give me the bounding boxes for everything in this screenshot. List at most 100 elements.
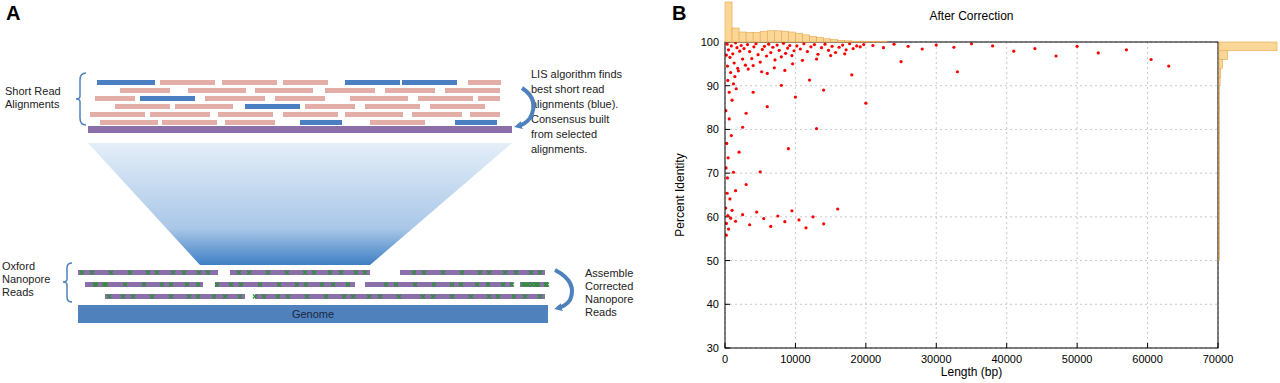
point	[786, 47, 789, 50]
point	[766, 72, 769, 75]
histogram-bar	[1219, 243, 1221, 252]
histogram-bar	[1219, 94, 1221, 103]
short-read	[160, 80, 215, 85]
short-read	[300, 120, 342, 125]
histogram-bar	[1219, 86, 1221, 95]
point	[757, 53, 760, 56]
nanopore-read	[395, 294, 545, 299]
point	[1033, 47, 1036, 50]
point	[790, 54, 793, 57]
error-mark	[487, 271, 491, 275]
error-mark	[450, 283, 454, 287]
short-read-label: Short Read	[5, 85, 61, 97]
tick	[725, 85, 730, 86]
error-mark	[121, 295, 125, 299]
plot-area	[725, 42, 1218, 348]
zoom-fan	[88, 143, 512, 265]
error-mark	[286, 295, 290, 299]
point	[752, 45, 755, 48]
error-mark	[523, 295, 527, 299]
error-mark	[397, 295, 401, 299]
tick-label: 60	[707, 211, 719, 223]
point	[794, 95, 797, 98]
point	[788, 44, 791, 47]
error-mark	[538, 271, 542, 275]
point	[752, 91, 755, 94]
point	[815, 57, 818, 60]
grid-line	[725, 260, 1218, 261]
tick	[725, 173, 730, 174]
tick-label: 40	[707, 298, 719, 310]
point	[729, 217, 732, 220]
short-read	[275, 96, 325, 101]
point	[783, 220, 786, 223]
short-read	[97, 80, 155, 85]
point	[748, 223, 751, 226]
error-mark	[320, 283, 324, 287]
point	[726, 79, 729, 82]
point	[822, 222, 825, 225]
error-mark	[460, 271, 464, 275]
point	[783, 69, 786, 72]
point	[802, 42, 805, 45]
error-mark	[367, 295, 371, 299]
short-read	[245, 104, 300, 109]
histogram-bar	[753, 32, 760, 42]
point	[822, 88, 825, 91]
point	[778, 49, 781, 52]
nanopore-read	[105, 294, 245, 299]
error-mark	[324, 295, 328, 299]
nanopore-read	[520, 282, 548, 287]
brace	[76, 73, 86, 125]
tick-label: 90	[707, 80, 719, 92]
histogram-bar	[908, 42, 915, 43]
short-read	[100, 120, 158, 125]
histogram-bar	[774, 31, 781, 42]
point	[799, 47, 802, 50]
point	[790, 209, 793, 212]
tick-label: 70000	[1203, 353, 1234, 365]
point	[732, 82, 735, 85]
histogram-bar	[1219, 121, 1221, 130]
histogram-bar	[1219, 217, 1221, 226]
short-read	[412, 112, 462, 117]
histogram-bar	[781, 31, 788, 42]
point	[809, 45, 812, 48]
histogram-bar	[817, 38, 824, 42]
figure: AShort ReadAlignmentsLIS algorithm finds…	[0, 0, 1280, 383]
point	[811, 215, 814, 218]
error-mark	[441, 271, 445, 275]
point	[823, 43, 826, 46]
point	[801, 59, 804, 62]
histogram-bar	[739, 32, 746, 42]
error-mark	[412, 271, 416, 275]
error-mark	[223, 295, 227, 299]
tick	[936, 343, 937, 348]
short-read	[470, 112, 500, 117]
point	[728, 197, 731, 200]
histogram-bar	[760, 32, 767, 42]
panel-label: A	[6, 2, 20, 24]
tick-label: 70	[707, 167, 719, 179]
error-mark	[266, 271, 270, 275]
marginal-histograms	[725, 2, 1277, 261]
error-mark	[521, 283, 525, 287]
short-read	[115, 104, 170, 109]
panel-a: AShort ReadAlignmentsLIS algorithm finds…	[2, 2, 633, 323]
point	[1097, 51, 1100, 54]
point	[815, 127, 818, 130]
nanopore-label: Nanopore	[2, 273, 50, 285]
error-mark	[529, 271, 533, 275]
error-mark	[238, 295, 242, 299]
point	[726, 192, 729, 195]
grid-line	[725, 216, 1218, 217]
error-mark	[197, 271, 201, 275]
point	[848, 42, 851, 45]
tick-label: 100	[701, 36, 719, 48]
genome-label: Genome	[292, 308, 334, 320]
tick-label: 20000	[851, 353, 882, 365]
short-read	[140, 96, 195, 101]
brace	[63, 263, 72, 302]
point	[752, 64, 755, 67]
short-read	[305, 104, 355, 109]
